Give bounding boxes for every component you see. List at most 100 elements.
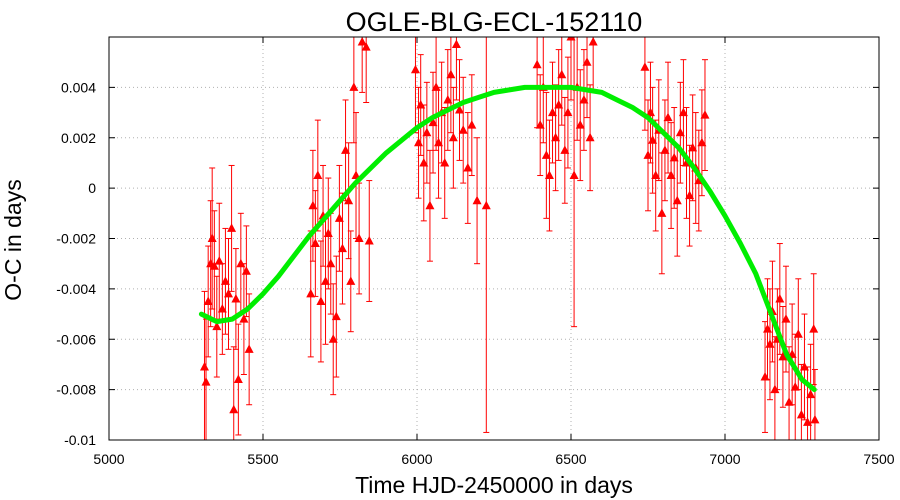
triangle-marker [575,120,585,129]
x-axis-label: Time HJD-2450000 in days [355,472,633,498]
data-point [585,84,595,192]
x-tick-label: 7000 [709,451,740,467]
data-point [481,37,491,433]
data-point [316,240,326,363]
triangle-marker [458,125,468,134]
x-tick-label: 5500 [247,451,278,467]
data-point [334,164,344,272]
triangle-marker [697,137,707,147]
data-point [688,94,698,202]
data-point [416,54,426,156]
triangle-marker [334,213,344,222]
data-point [778,306,788,408]
triangle-marker [544,170,554,180]
data-point [566,37,576,101]
triangle-marker [569,170,579,180]
triangle-marker [428,117,438,127]
triangle-marker [463,162,473,172]
data-point [220,227,230,335]
triangle-marker [244,344,254,353]
triangle-marker [201,377,211,386]
triangle-marker [212,321,222,331]
triangle-marker [214,256,224,265]
data-point [669,107,679,209]
plot-clipped-group [198,37,820,440]
y-tick-label: -0.01 [64,432,96,448]
triangle-marker [640,62,650,71]
plot-frame [108,36,880,441]
data-point [806,343,816,440]
triangle-marker [806,389,816,399]
data-point [434,86,444,199]
triangle-marker [765,339,775,348]
triangle-marker [796,409,806,419]
data-point [582,37,592,119]
triangle-marker [678,107,688,117]
triangle-marker [775,293,785,303]
triangle-marker [310,238,320,248]
triangle-marker [582,57,592,66]
triangle-marker [328,334,338,343]
triangle-marker [199,361,209,371]
triangle-marker [557,69,567,79]
triangle-marker [451,39,461,49]
data-point [212,275,222,378]
triangle-marker [778,351,788,361]
triangle-marker [410,64,420,74]
data-point [760,321,770,433]
triangle-marker [660,145,670,154]
data-point [224,238,234,350]
triangle-marker [331,311,341,321]
axis-ticks: 5000 5500 6000 6500 7000 7500 -0.01 -0.008 -0.00… [56,37,895,467]
y-tick-label: -0.006 [56,331,96,347]
triangle-marker [532,59,542,69]
y-tick-label: 0 [88,180,96,196]
triangle-marker [203,296,213,305]
data-point [784,346,794,440]
data-point [239,263,249,376]
plot-area [198,37,820,440]
triangle-marker [224,288,234,298]
triangle-marker [220,276,230,285]
triangle-marker [467,120,477,129]
triangle-marker [472,195,482,205]
data-point [467,74,477,177]
data-point [364,180,374,302]
triangle-marker [425,200,435,210]
x-tick-label: 6500 [555,451,586,467]
triangle-marker [357,37,367,46]
triangle-marker [306,288,316,298]
data-point [361,37,371,103]
data-point [648,86,658,194]
data-point [425,149,435,262]
data-point [544,119,554,232]
data-point [551,84,561,192]
data-point [535,74,545,177]
triangle-marker [669,152,679,162]
y-axis-label: O-C in days [0,179,26,300]
data-point [346,230,356,333]
grid-lines [109,37,879,440]
triangle-marker [217,304,227,313]
y-tick-label: 0.004 [61,79,96,95]
triangle-marker [657,208,667,217]
triangle-marker [361,42,371,51]
triangle-marker [588,37,598,46]
triangle-marker [648,135,658,144]
triangle-marker [455,105,465,114]
triangle-marker [672,195,682,205]
data-point [640,37,650,131]
data-point [422,81,432,184]
triangle-marker [551,132,561,142]
triangle-marker [585,132,595,142]
data-point [217,263,227,355]
data-point [331,255,341,378]
triangle-marker [809,324,819,333]
data-point [557,37,567,126]
triangle-marker [341,145,351,154]
triangle-marker [579,94,589,104]
x-tick-label: 5000 [93,451,124,467]
data-point [443,49,453,151]
triangle-marker [688,142,698,152]
